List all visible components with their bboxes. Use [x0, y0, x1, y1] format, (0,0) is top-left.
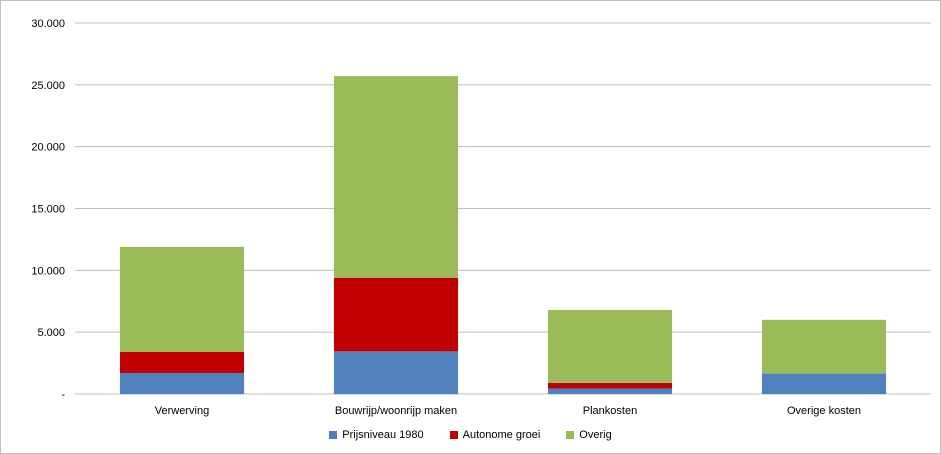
bar-segment-overig [119, 246, 245, 352]
y-tick-label: 20.000 [31, 142, 65, 154]
bar-segment-overig [547, 309, 673, 383]
y-tick-label: 30.000 [31, 18, 65, 30]
bar-segment-overig [761, 319, 887, 374]
y-tick-label: 10.000 [31, 265, 65, 277]
stacked-bar-chart: - 5.000 10.000 15.000 20.000 25.000 30.000 Verw… [31, 18, 931, 417]
bar-segment-prijsniveau-1980 [547, 388, 673, 394]
legend-label-autonome-groei: Autonome groei [462, 429, 541, 441]
bar-segment-autonome-groei [547, 382, 673, 389]
legend-swatch-overig [566, 431, 575, 439]
legend-item-autonome-groei: Autonome groei [449, 429, 541, 441]
bar-segment-prijsniveau-1980 [333, 351, 459, 394]
x-tick-label: Verwerving [155, 405, 209, 417]
bar-segment-overig [333, 76, 459, 278]
legend-item-prijsniveau-1980: Prijsniveau 1980 [329, 429, 424, 441]
y-tick-label: - [61, 389, 65, 401]
bar-segment-prijsniveau-1980 [761, 373, 887, 394]
legend-swatch-prijsniveau-1980 [329, 431, 338, 439]
legend-label-prijsniveau-1980: Prijsniveau 1980 [342, 429, 424, 441]
legend-label-overig: Overig [579, 429, 612, 441]
bar-segment-prijsniveau-1980 [119, 372, 245, 394]
y-tick-label: 15.000 [31, 204, 65, 216]
x-tick-label: Plankosten [583, 405, 637, 417]
legend-swatch-autonome-groei [449, 431, 458, 439]
x-tick-label: Bouwrijp/woonrijp maken [335, 405, 457, 417]
bar-segment-autonome-groei [119, 351, 245, 373]
y-tick-label: 5.000 [37, 327, 65, 339]
legend-item-overig: Overig [566, 429, 612, 441]
x-tick-label: Overige kosten [787, 405, 861, 417]
legend: Prijsniveau 1980 Autonome groei Overig [0, 429, 941, 441]
y-tick-label: 25.000 [31, 80, 65, 92]
bar-segment-autonome-groei [333, 277, 459, 352]
